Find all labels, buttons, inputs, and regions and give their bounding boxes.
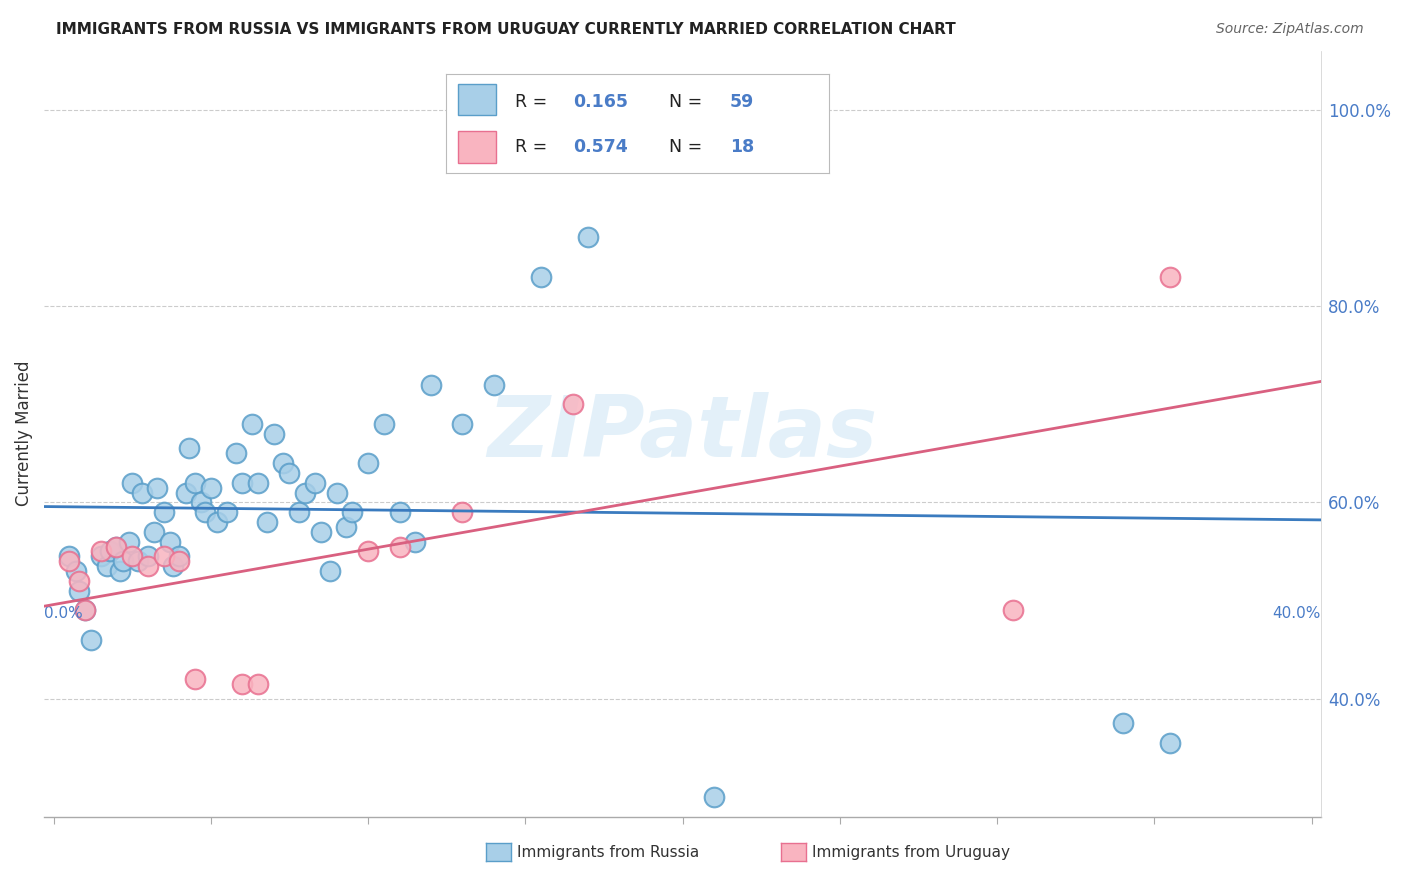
Point: [373, 417, 395, 431]
Point: [58, 554, 80, 568]
Point: [111, 554, 134, 568]
Point: [200, 481, 222, 495]
Point: [451, 417, 474, 431]
Point: [325, 485, 347, 500]
Point: [162, 559, 184, 574]
Point: [357, 544, 380, 558]
Point: [90, 544, 112, 558]
Point: [136, 559, 159, 574]
Point: [127, 554, 149, 568]
Point: [184, 475, 207, 490]
Point: [73, 603, 96, 617]
Point: [388, 540, 411, 554]
Point: [1001, 603, 1024, 617]
Point: [184, 672, 207, 686]
Point: [309, 524, 332, 539]
Point: [1159, 736, 1181, 750]
Point: [246, 475, 269, 490]
Point: [225, 446, 247, 460]
Point: [169, 554, 191, 568]
Point: [159, 534, 181, 549]
Point: [288, 505, 311, 519]
Point: [271, 456, 294, 470]
Point: [67, 583, 90, 598]
Text: Source: ZipAtlas.com: Source: ZipAtlas.com: [1216, 22, 1364, 37]
Point: [342, 505, 364, 519]
Point: [263, 426, 285, 441]
Point: [177, 442, 200, 456]
Point: [193, 505, 215, 519]
Point: [576, 230, 599, 244]
Point: [1112, 716, 1135, 731]
Point: [169, 549, 191, 564]
Point: [58, 549, 80, 564]
Point: [152, 505, 174, 519]
Point: [108, 564, 131, 578]
Point: [136, 549, 159, 564]
Point: [420, 377, 443, 392]
Point: [1159, 269, 1181, 284]
Point: [73, 603, 96, 617]
Point: [530, 269, 553, 284]
Point: [404, 534, 426, 549]
Point: [121, 549, 143, 564]
Text: Immigrants from Russia: Immigrants from Russia: [516, 845, 699, 860]
Point: [256, 515, 278, 529]
Point: [294, 485, 316, 500]
Text: Immigrants from Uruguay: Immigrants from Uruguay: [811, 845, 1010, 860]
Point: [105, 540, 128, 554]
Point: [640, 152, 662, 166]
Point: [482, 377, 505, 392]
Point: [98, 544, 121, 558]
Point: [190, 495, 212, 509]
Point: [231, 475, 253, 490]
Point: [388, 505, 411, 519]
Point: [319, 564, 342, 578]
Text: IMMIGRANTS FROM RUSSIA VS IMMIGRANTS FROM URUGUAY CURRENTLY MARRIED CORRELATION : IMMIGRANTS FROM RUSSIA VS IMMIGRANTS FRO…: [56, 22, 956, 37]
Point: [121, 475, 143, 490]
Point: [240, 417, 263, 431]
Point: [67, 574, 90, 588]
Text: 40.0%: 40.0%: [1272, 606, 1322, 621]
Point: [143, 524, 166, 539]
Point: [278, 466, 301, 480]
Point: [174, 485, 197, 500]
Point: [335, 520, 357, 534]
Point: [231, 677, 253, 691]
Point: [96, 559, 118, 574]
Point: [65, 564, 87, 578]
Point: [131, 485, 153, 500]
Point: [105, 540, 128, 554]
Point: [304, 475, 326, 490]
Point: [357, 456, 380, 470]
Point: [118, 534, 141, 549]
Point: [80, 632, 103, 647]
Point: [215, 505, 238, 519]
Point: [205, 515, 228, 529]
Text: 0.0%: 0.0%: [44, 606, 83, 621]
Point: [90, 549, 112, 564]
Text: ZIPatlas: ZIPatlas: [488, 392, 877, 475]
Point: [152, 549, 174, 564]
Point: [146, 481, 169, 495]
Point: [561, 397, 583, 411]
Point: [451, 505, 474, 519]
Point: [246, 677, 269, 691]
Point: [703, 789, 725, 804]
Y-axis label: Currently Married: Currently Married: [15, 361, 32, 507]
